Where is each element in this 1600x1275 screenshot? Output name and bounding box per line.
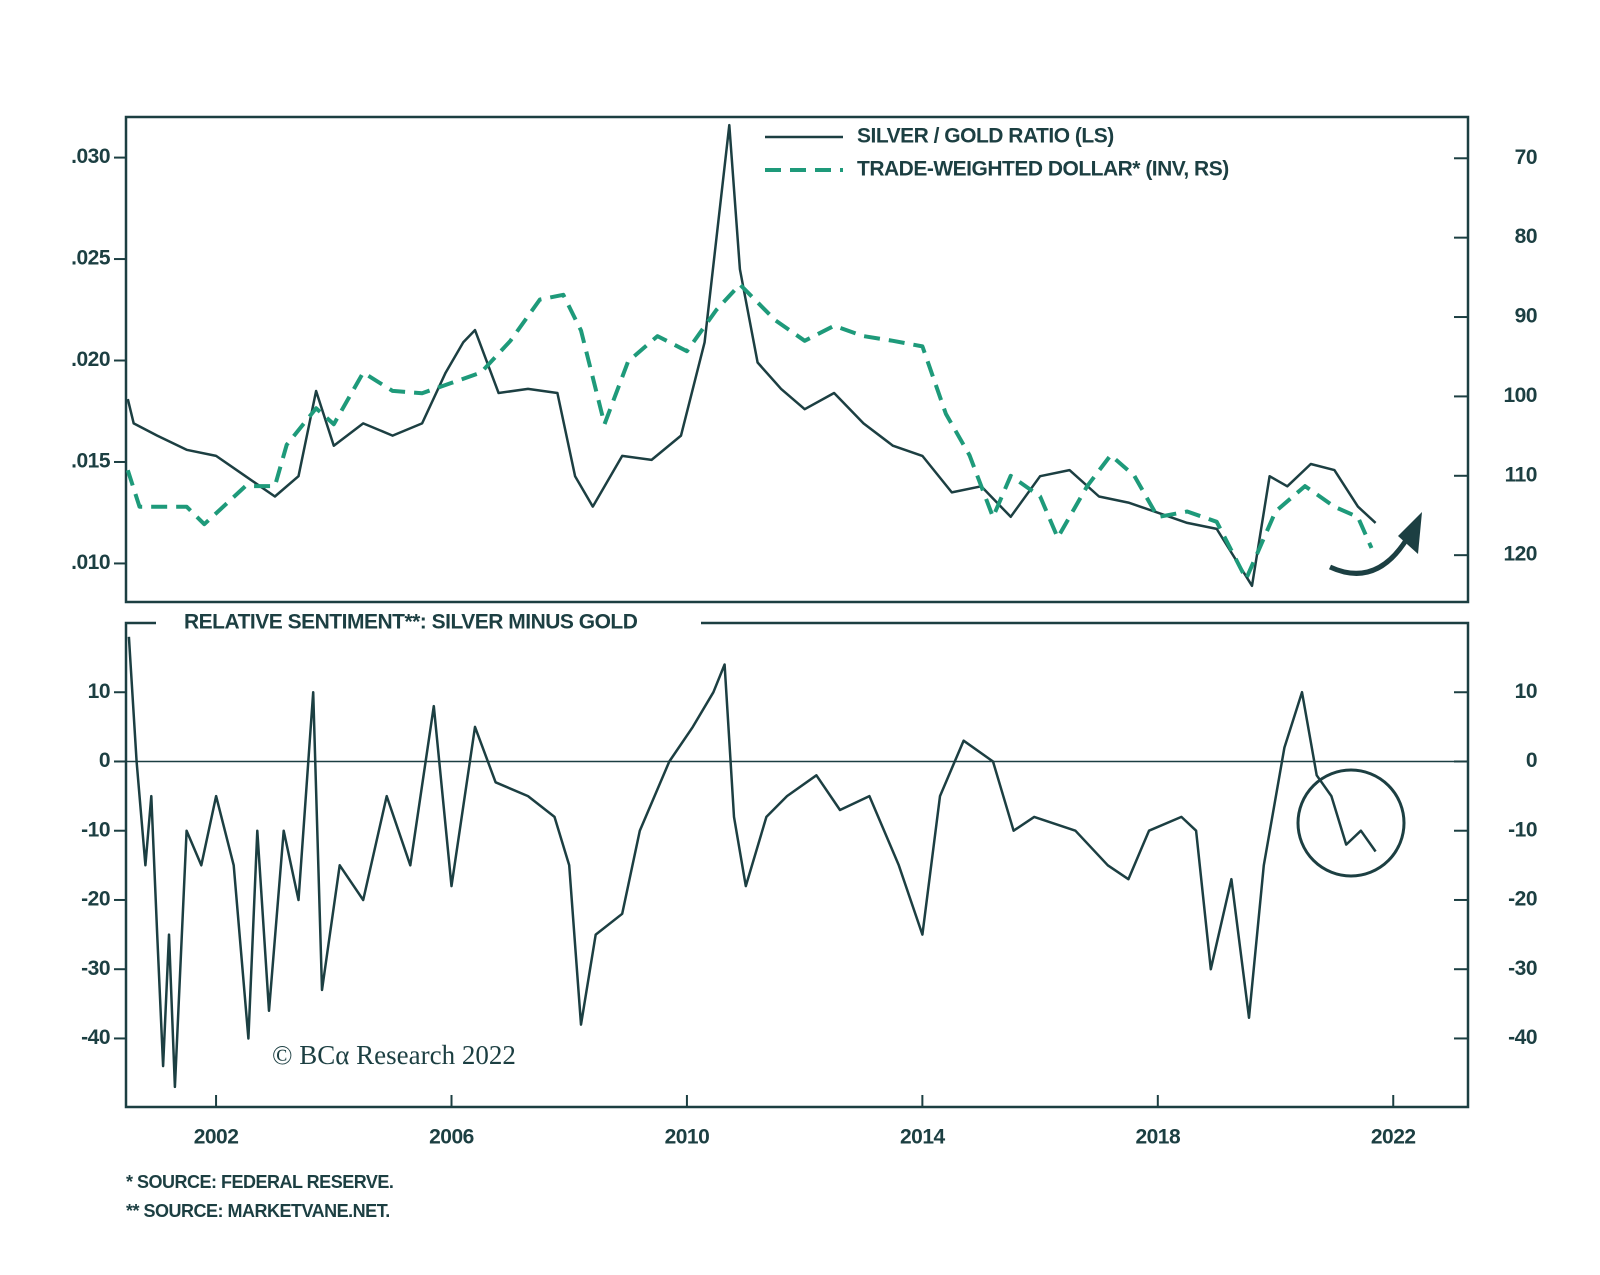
y2-tick-label: -30 (1508, 957, 1537, 980)
y2-tick-label: -20 (1508, 888, 1537, 911)
y-tick-label: .010 (71, 551, 110, 574)
footnote: ** SOURCE: MARKETVANE.NET. (126, 1201, 390, 1221)
y2-tick-label: 10 (1515, 680, 1537, 703)
y-tick-label: .015 (71, 450, 111, 473)
y-tick-label: .020 (71, 348, 110, 371)
y2-tick-label: 70 (1515, 146, 1537, 169)
footnote: * SOURCE: FEDERAL RESERVE. (126, 1172, 393, 1192)
panel-title: RELATIVE SENTIMENT**: SILVER MINUS GOLD (184, 611, 638, 634)
x-tick-label: 2014 (900, 1126, 946, 1149)
arrow-head (1398, 512, 1422, 554)
x-tick-label: 2022 (1371, 1126, 1416, 1149)
series-line (127, 636, 1377, 1089)
plot-frame (124, 115, 1470, 604)
y-tick-label: 10 (88, 680, 110, 703)
y-tick-label: -10 (81, 818, 110, 841)
legend-label: TRADE-WEIGHTED DOLLAR* (INV, RS) (857, 158, 1229, 181)
y-tick-label: -20 (81, 888, 110, 911)
y-tick-label: -30 (81, 957, 110, 980)
x-tick-label: 2002 (194, 1126, 239, 1149)
x-tick-label: 2018 (1135, 1126, 1181, 1149)
series-line (126, 123, 1377, 588)
y2-tick-label: 80 (1515, 225, 1537, 248)
legend-label: SILVER / GOLD RATIO (LS) (857, 125, 1114, 148)
series-line (125, 282, 1374, 581)
y2-tick-label: 110 (1505, 463, 1537, 486)
plot-frame (124, 621, 1470, 1109)
y2-tick-label: 100 (1503, 384, 1537, 407)
y2-tick-label: 90 (1515, 305, 1537, 328)
y-tick-label: 0 (99, 749, 110, 772)
highlight-circle (1296, 768, 1406, 878)
y2-tick-label: -10 (1508, 818, 1537, 841)
y2-tick-label: 120 (1503, 543, 1537, 566)
title-backdrop (156, 609, 701, 639)
x-tick-label: 2006 (429, 1126, 474, 1149)
annotation: © BCα Research 2022 (272, 1040, 516, 1070)
y-tick-label: -40 (81, 1026, 110, 1049)
x-tick-label: 2010 (665, 1126, 710, 1149)
y2-tick-label: 0 (1526, 749, 1537, 772)
y-tick-label: .025 (71, 247, 111, 270)
y2-tick-label: -40 (1508, 1026, 1537, 1049)
y-tick-label: .030 (71, 145, 110, 168)
